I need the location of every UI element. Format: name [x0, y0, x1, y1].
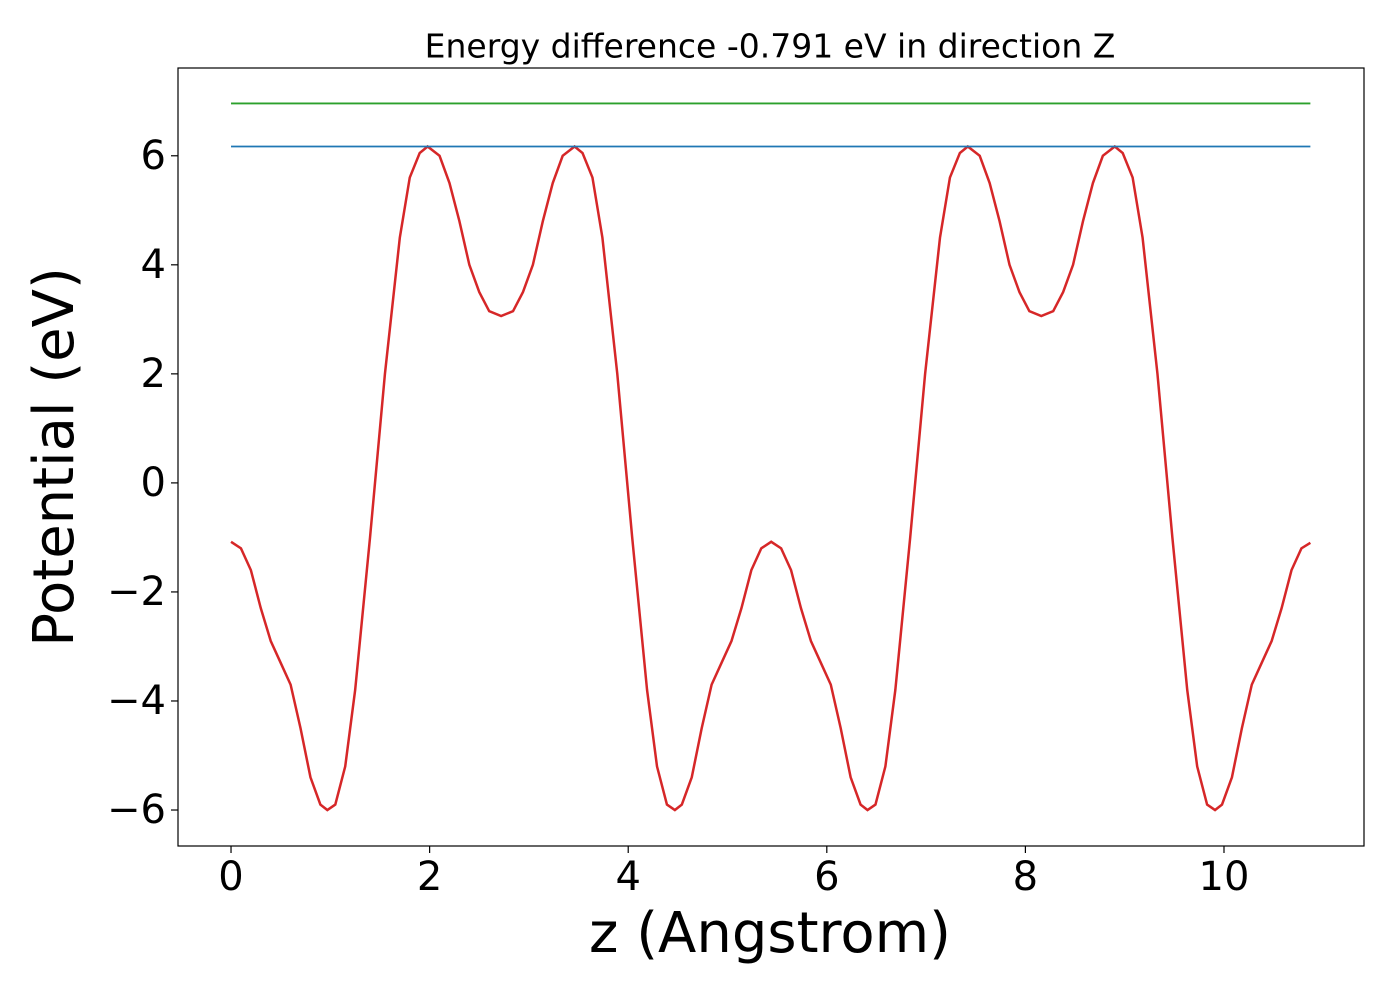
y-tick-label: −6 [107, 787, 166, 833]
x-axis-label: z (Angstrom) [589, 901, 951, 966]
line-series [230, 144, 1312, 812]
y-axis-label: Potential (eV) [22, 267, 87, 647]
chart-title: Energy difference -0.791 eV in direction… [425, 27, 1116, 66]
x-tick-label: 4 [615, 854, 640, 900]
x-tick-label: 8 [1013, 854, 1038, 900]
x-tick-label: 6 [814, 854, 839, 900]
y-tick-label: 6 [141, 133, 166, 179]
x-tick-label: 10 [1199, 854, 1250, 900]
y-tick-label: 0 [141, 460, 166, 506]
y-tick-label: −4 [107, 678, 166, 724]
x-tick-label: 2 [417, 854, 442, 900]
y-tick-label: −2 [107, 569, 166, 615]
y-tick-label: 2 [141, 351, 166, 397]
x-tick-label: 0 [218, 854, 243, 900]
plot-frame [177, 67, 1365, 847]
y-tick-label: 4 [141, 242, 166, 288]
